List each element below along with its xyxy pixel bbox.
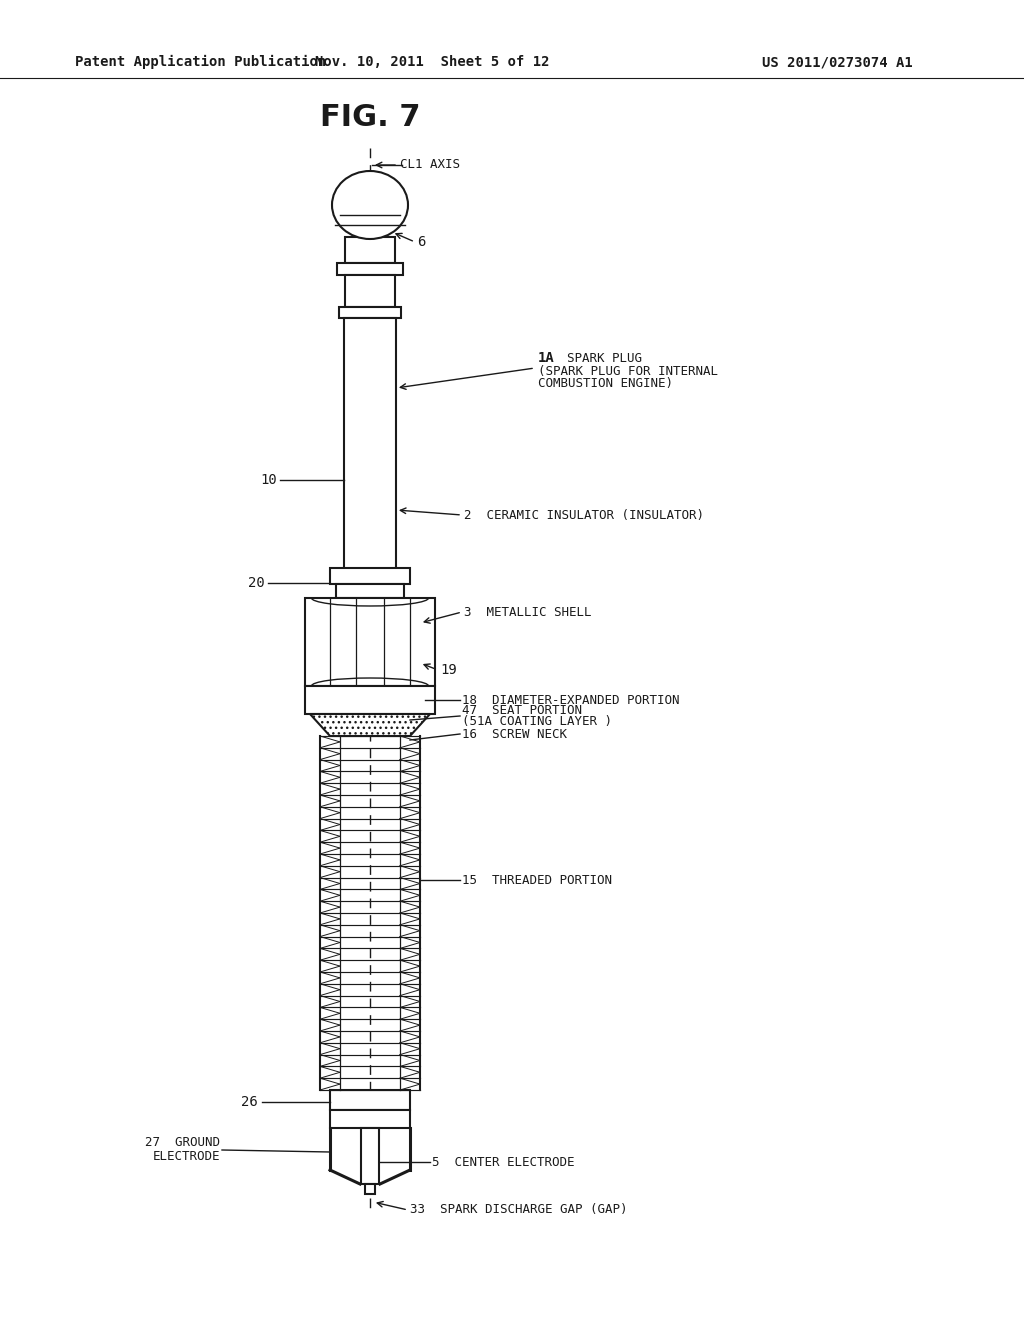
Text: 20: 20 [248,576,265,590]
Text: US 2011/0273074 A1: US 2011/0273074 A1 [762,55,912,69]
Polygon shape [310,714,430,737]
Text: 3  METALLIC SHELL: 3 METALLIC SHELL [464,606,592,619]
Text: 19: 19 [440,663,457,677]
Text: 2  CERAMIC INSULATOR (INSULATOR): 2 CERAMIC INSULATOR (INSULATOR) [464,508,705,521]
Text: (SPARK PLUG FOR INTERNAL: (SPARK PLUG FOR INTERNAL [538,364,718,378]
Text: 15  THREADED PORTION: 15 THREADED PORTION [462,874,612,887]
Text: 26: 26 [242,1096,258,1109]
Text: 6: 6 [417,235,425,249]
Text: ELECTRODE: ELECTRODE [153,1151,220,1163]
Text: COMBUSTION ENGINE): COMBUSTION ENGINE) [538,378,673,391]
Text: FIG. 7: FIG. 7 [319,103,420,132]
Text: (51A COATING LAYER ): (51A COATING LAYER ) [462,715,612,729]
Bar [305,686,435,714]
Bar [339,308,401,318]
Bar [330,568,410,583]
Text: SPARK PLUG: SPARK PLUG [552,351,642,364]
Bar [330,1110,410,1129]
Bar [344,318,396,624]
Bar [336,583,404,598]
Text: 16  SCREW NECK: 16 SCREW NECK [462,727,567,741]
Text: 33  SPARK DISCHARGE GAP (GAP): 33 SPARK DISCHARGE GAP (GAP) [410,1204,628,1217]
Bar [345,238,395,263]
Text: 5  CENTER ELECTRODE: 5 CENTER ELECTRODE [432,1155,574,1168]
Text: CL1 AXIS: CL1 AXIS [400,158,460,172]
Text: 10: 10 [260,473,278,487]
Bar [337,263,403,275]
Text: 18  DIAMETER-EXPANDED PORTION: 18 DIAMETER-EXPANDED PORTION [462,693,680,706]
Text: Nov. 10, 2011  Sheet 5 of 12: Nov. 10, 2011 Sheet 5 of 12 [314,55,549,69]
Bar [330,1090,410,1110]
Ellipse shape [332,172,408,239]
Bar [365,1184,375,1195]
Text: 47  SEAT PORTION: 47 SEAT PORTION [462,704,582,717]
Bar [345,275,395,308]
Bar [361,1129,379,1184]
Text: Patent Application Publication: Patent Application Publication [75,55,327,69]
Text: 27  GROUND: 27 GROUND [145,1137,220,1150]
Bar [305,598,435,686]
Text: 1A: 1A [538,351,555,366]
